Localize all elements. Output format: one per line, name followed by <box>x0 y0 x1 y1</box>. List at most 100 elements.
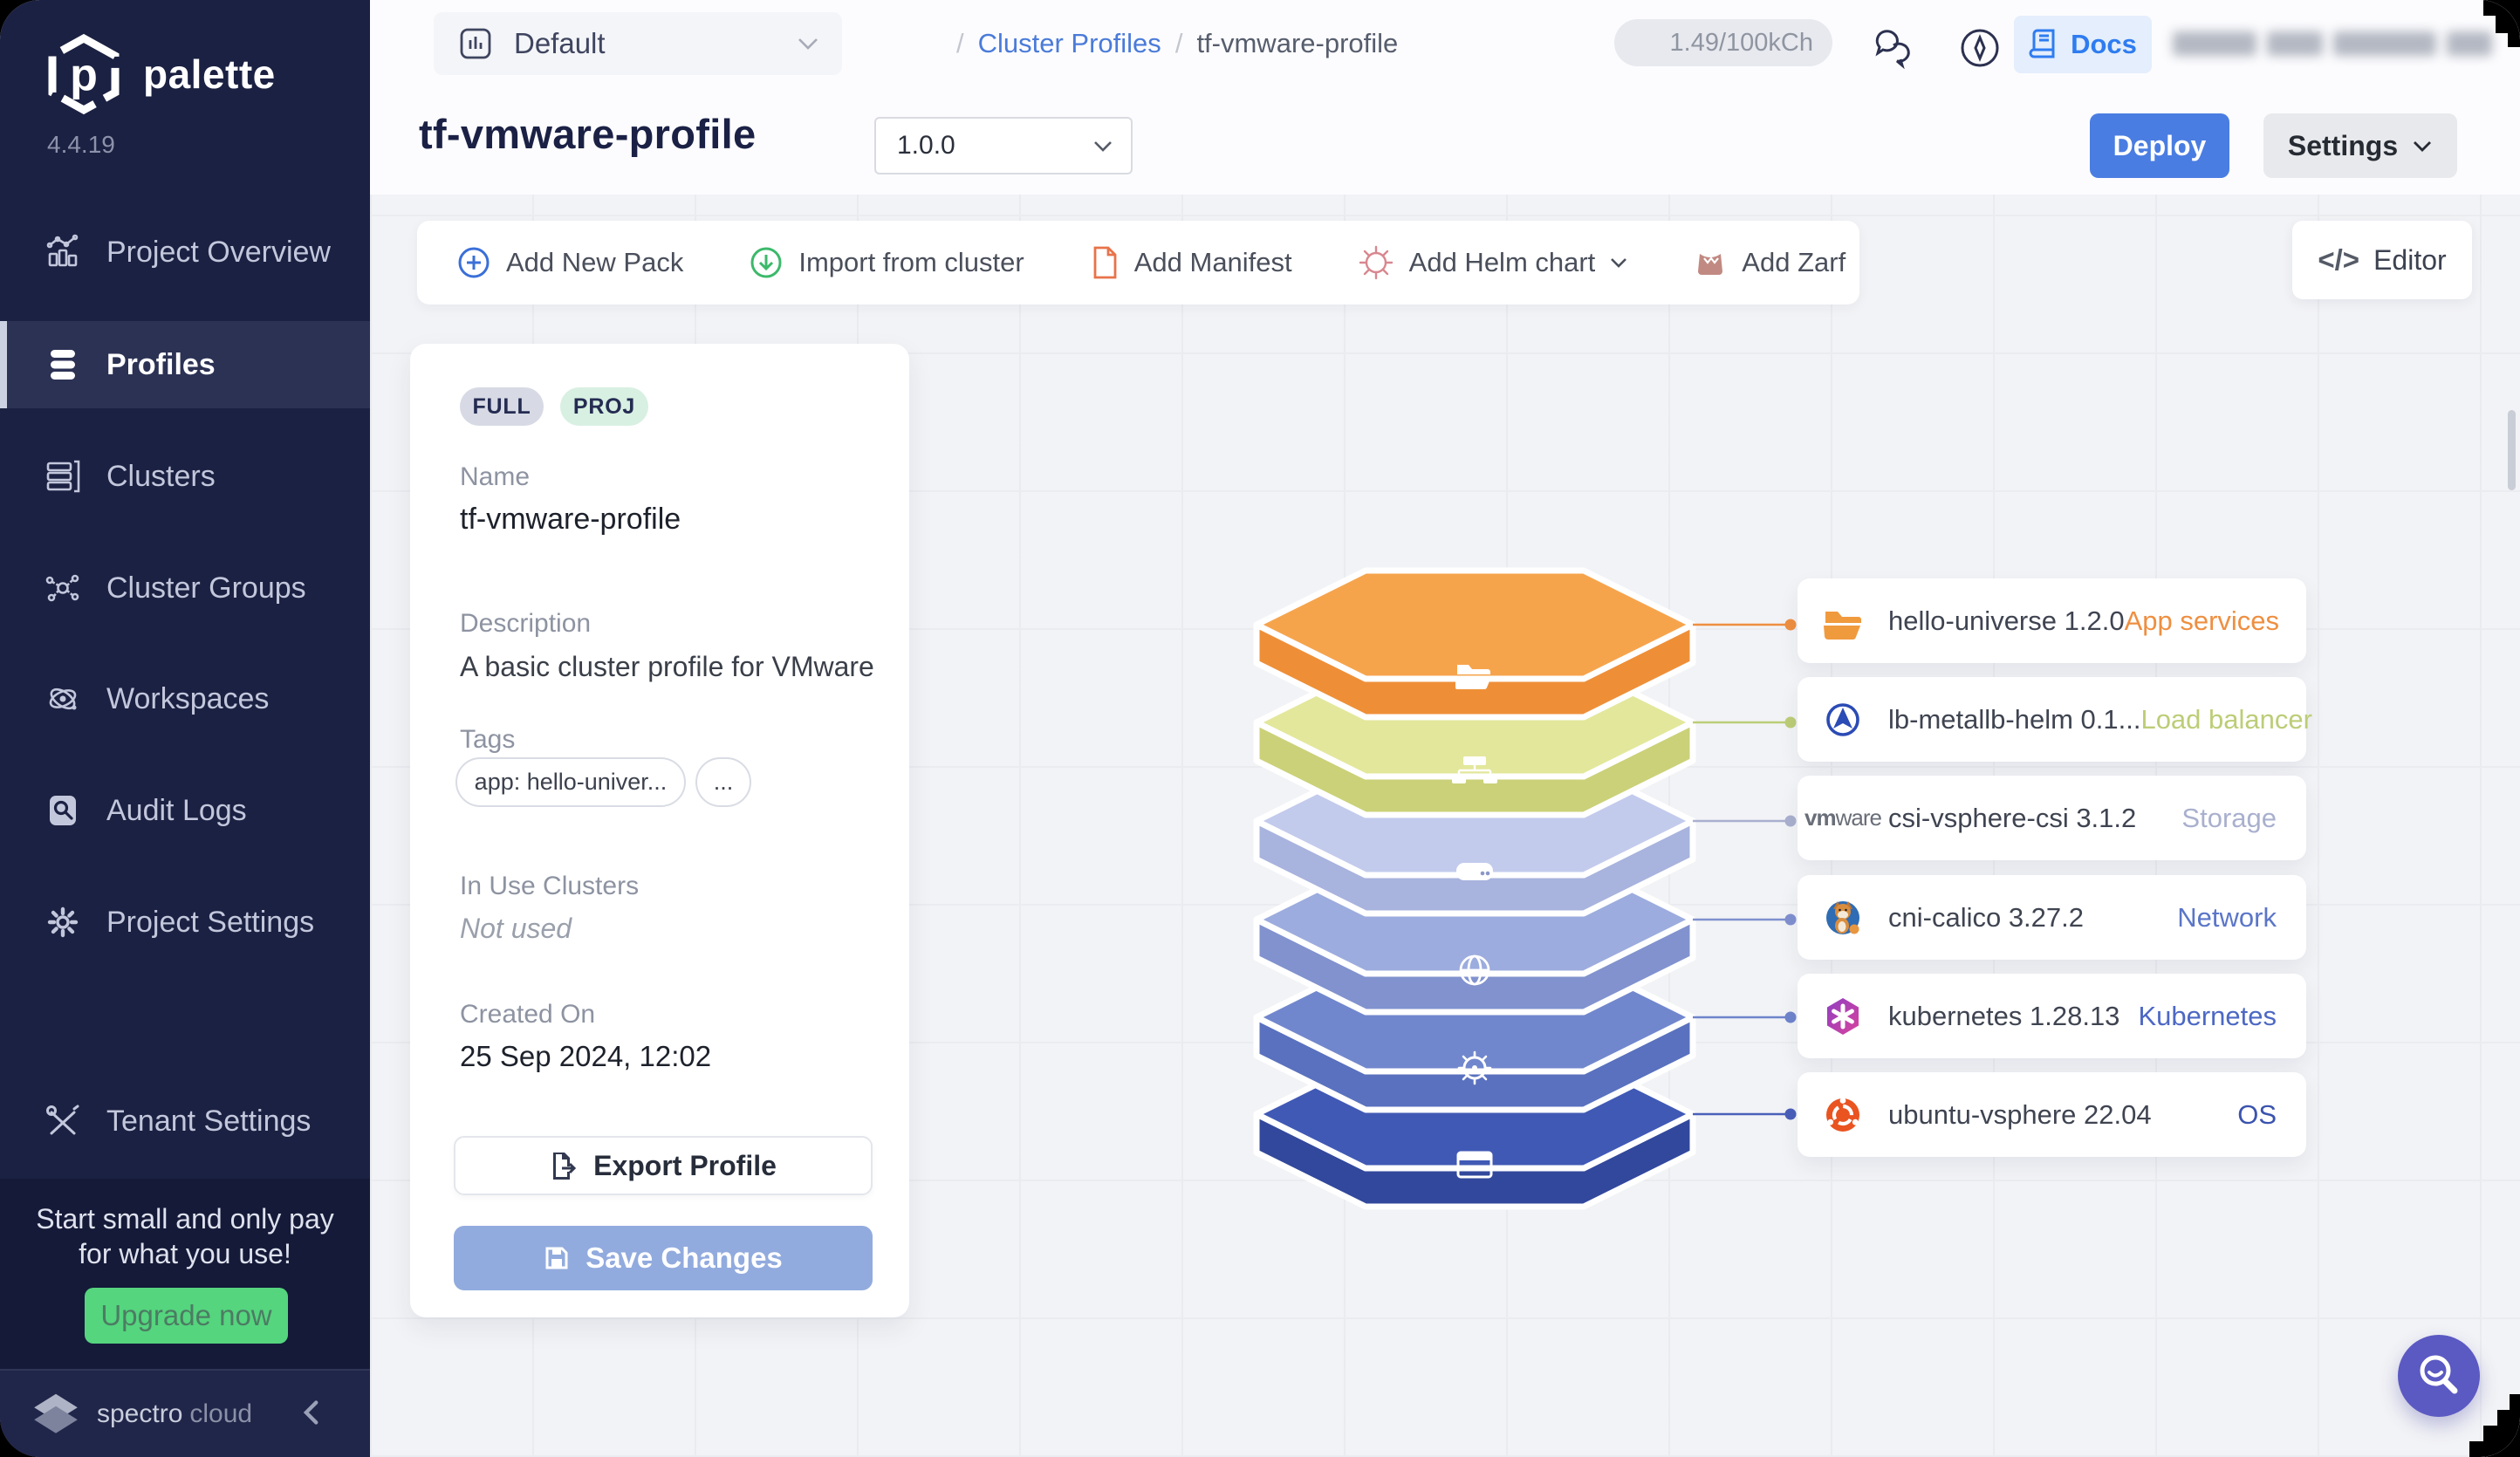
tag-overflow-chip[interactable]: ... <box>695 757 751 807</box>
export-profile-button[interactable]: Export Profile <box>454 1136 873 1195</box>
sidebar-item-label: Project Overview <box>106 235 331 269</box>
project-dashboard-icon <box>460 28 491 59</box>
user-menu[interactable] <box>2173 31 2520 56</box>
chevron-down-icon <box>2414 140 2432 152</box>
add-new-pack-button[interactable]: Add New Pack <box>455 244 683 281</box>
pack-card-kubernetes[interactable]: kubernetes 1.28.13 Kubernetes <box>1798 974 2306 1058</box>
add-helm-chart-button[interactable]: Add Helm chart <box>1357 243 1629 282</box>
export-icon <box>553 1153 577 1180</box>
import-from-cluster-button[interactable]: Import from cluster <box>748 244 1024 281</box>
usage-quota-value: 1.49/100kCh <box>1669 28 1813 57</box>
user-name-blurred <box>2173 31 2256 56</box>
sidebar-item-workspaces[interactable]: Workspaces <box>0 655 370 742</box>
pack-name: kubernetes 1.28.13 <box>1888 1000 2120 1031</box>
sidebar-item-audit-logs[interactable]: Audit Logs <box>0 767 370 854</box>
pack-name: csi-vsphere-csi 3.1.2 <box>1888 802 2137 833</box>
docs-label: Docs <box>2071 29 2137 59</box>
deploy-button[interactable]: Deploy <box>2090 113 2229 178</box>
connector-dot <box>1784 1108 1797 1120</box>
pack-card-csi-vsphere[interactable]: vmware csi-vsphere-csi 3.1.2 Storage <box>1798 776 2306 860</box>
profile-version-select[interactable]: 1.0.0 <box>874 117 1133 174</box>
chevron-down-icon <box>798 38 818 50</box>
editor-toggle-button[interactable]: </> Editor <box>2292 221 2472 299</box>
layer-app-services[interactable] <box>1253 567 1696 721</box>
corner-artifact <box>2497 1410 2520 1426</box>
layer-connectors <box>1693 619 1797 1120</box>
add-helm-chart-label: Add Helm chart <box>1408 247 1596 277</box>
sidebar-item-cluster-groups[interactable]: Cluster Groups <box>0 544 370 632</box>
sidebar-item-project-settings[interactable]: Project Settings <box>0 879 370 966</box>
ubuntu-icon <box>1826 1097 1859 1132</box>
settings-label: Settings <box>2287 129 2399 161</box>
pack-card-cni-calico[interactable]: cni-calico 3.27.2 Network <box>1798 875 2306 960</box>
spectro-cloud-logo-icon <box>34 1393 78 1433</box>
profile-info-card: FULL PROJ Name tf-vmware-profile Descrip… <box>410 344 909 1317</box>
pack-card-hello-universe[interactable]: hello-universe 1.2.0 App services <box>1798 578 2306 663</box>
upgrade-message-line2: for what you use! <box>79 1238 291 1269</box>
workspaces-icon <box>49 687 77 710</box>
chevron-down-icon <box>1094 140 1112 152</box>
pack-card-lb-metallb[interactable]: lb-metallb-helm 0.1... Load balancer <box>1798 677 2312 762</box>
kubernetes-pack-icon <box>1827 997 1859 1035</box>
compass-icon[interactable] <box>1958 26 2002 70</box>
created-on-label: Created On <box>460 1000 596 1029</box>
globe-icon <box>1459 954 1490 986</box>
connector-dot <box>1784 619 1797 631</box>
kubernetes-wheel-icon <box>1457 1050 1492 1085</box>
metallb-icon <box>1826 702 1859 736</box>
sidebar-item-project-overview[interactable]: Project Overview <box>0 209 370 296</box>
project-scope-selector[interactable]: Default <box>434 12 842 75</box>
sidebar-item-clusters[interactable]: Clusters <box>0 433 370 520</box>
main-area: Default / Cluster Profiles / tf-vmware-p… <box>370 0 2520 1457</box>
pack-card-ubuntu[interactable]: ubuntu-vsphere 22.04 OS <box>1798 1072 2306 1157</box>
page-title: tf-vmware-profile <box>419 111 757 157</box>
sitemap-icon <box>1452 756 1497 783</box>
tags-label: Tags <box>460 725 516 754</box>
save-changes-button[interactable]: Save Changes <box>454 1226 873 1290</box>
badge-proj: PROJ <box>560 387 648 426</box>
bar-chart-icon <box>46 234 79 267</box>
svg-text:p: p <box>70 50 98 100</box>
upgrade-panel: Start small and only pay for what you us… <box>0 1179 370 1369</box>
code-icon: </> <box>2318 243 2360 276</box>
sidebar-item-profiles[interactable]: Profiles <box>0 321 370 408</box>
magnifier-smile-icon <box>2420 1355 2458 1394</box>
book-icon <box>2029 29 2055 58</box>
audit-logs-icon <box>50 796 76 825</box>
profile-version-value: 1.0.0 <box>897 131 955 160</box>
pack-category: Kubernetes <box>2138 1000 2277 1031</box>
profiles-stack-icon <box>51 350 75 380</box>
add-zarf-button[interactable]: Add Zarf <box>1693 245 1845 280</box>
add-manifest-button[interactable]: Add Manifest <box>1089 244 1292 281</box>
tag-chip[interactable]: app: hello-univer... <box>455 757 686 807</box>
connector-dot <box>1784 815 1797 827</box>
import-from-cluster-label: Import from cluster <box>798 247 1024 277</box>
connector-dot <box>1784 716 1797 728</box>
name-label: Name <box>460 462 531 491</box>
calico-icon <box>1826 900 1859 934</box>
collapse-sidebar-icon[interactable] <box>297 1395 328 1430</box>
in-use-clusters-label: In Use Clusters <box>460 872 640 900</box>
scrollbar-thumb[interactable] <box>2508 410 2516 490</box>
pack-category: Storage <box>2181 802 2277 833</box>
pack-name: lb-metallb-helm 0.1... <box>1888 703 2141 735</box>
pack-name: cni-calico 3.27.2 <box>1888 901 2085 933</box>
breadcrumb-link-cluster-profiles[interactable]: Cluster Profiles <box>977 28 1161 58</box>
zoom-search-fab[interactable] <box>2398 1335 2480 1417</box>
breadcrumb-separator: / <box>956 28 964 58</box>
corner-artifact <box>2483 1426 2520 1441</box>
docs-button[interactable]: Docs <box>2014 16 2152 73</box>
connector-dot <box>1784 913 1797 926</box>
sidebar-item-label: Cluster Groups <box>106 571 306 605</box>
sidebar-item-label: Project Settings <box>106 905 315 939</box>
upgrade-now-button[interactable]: Upgrade now <box>85 1288 288 1344</box>
save-changes-label: Save Changes <box>585 1242 783 1274</box>
chat-icon[interactable] <box>1867 23 1918 72</box>
sidebar-item-tenant-settings[interactable]: Tenant Settings <box>0 1077 370 1165</box>
add-manifest-label: Add Manifest <box>1133 247 1292 277</box>
corner-artifact <box>2508 33 2520 47</box>
zarf-icon <box>1698 254 1723 275</box>
settings-button[interactable]: Settings <box>2263 113 2457 178</box>
add-zarf-label: Add Zarf <box>1742 247 1846 277</box>
